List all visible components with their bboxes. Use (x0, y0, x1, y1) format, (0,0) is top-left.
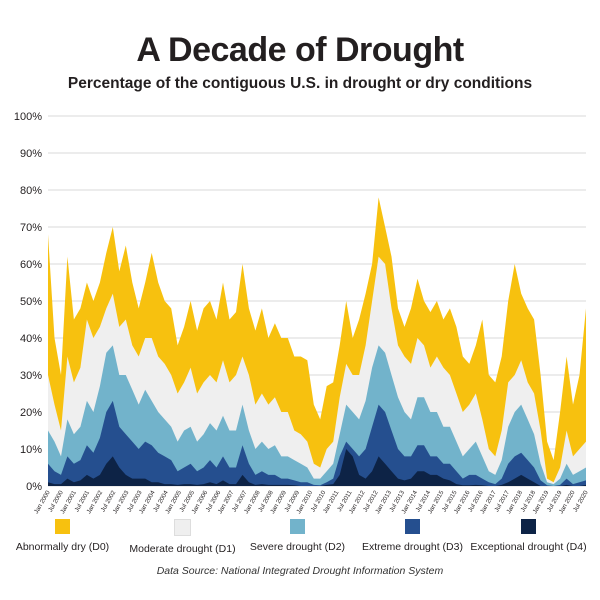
legend-item-d0: Abnormally dry (D0) (0, 519, 125, 553)
y-tick-label: 100% (14, 111, 42, 123)
y-tick-label: 40% (20, 333, 42, 345)
legend-item-d3: Extreme drought (D3) (350, 519, 475, 553)
legend-label-d3: Extreme drought (D3) (362, 541, 463, 553)
chart-subtitle: Percentage of the contiguous U.S. in dro… (67, 75, 533, 92)
y-tick-label: 50% (20, 296, 42, 308)
y-tick-label: 20% (20, 407, 42, 419)
y-tick-label: 90% (20, 148, 42, 160)
y-tick-label: 0% (26, 481, 42, 493)
area-layers (48, 197, 586, 486)
legend-label-d2: Severe drought (D2) (249, 541, 346, 553)
chart-title: A Decade of Drought (136, 31, 464, 69)
legend-label-d4: Exceptional drought (D4) (470, 541, 587, 553)
legend-item-d2: Severe drought (D2) (235, 519, 360, 553)
legend: Abnormally dry (D0) Moderate drought (D1… (0, 519, 600, 559)
legend-label-d1: Moderate drought (D1) (129, 543, 236, 555)
legend-item-d1: Moderate drought (D1) (120, 519, 245, 555)
y-tick-label: 60% (20, 259, 42, 271)
legend-swatch-d3 (405, 519, 420, 534)
legend-swatch-d1 (174, 519, 191, 536)
legend-label-d0: Abnormally dry (D0) (15, 541, 110, 553)
legend-swatch-d2 (290, 519, 305, 534)
legend-item-d4: Exceptional drought (D4) (466, 519, 591, 553)
area-series-severe-drought-d2 (48, 345, 586, 486)
legend-swatch-d0 (55, 519, 70, 534)
y-tick-label: 10% (20, 444, 42, 456)
area-series-moderate-drought-d1 (48, 256, 586, 486)
y-tick-label: 30% (20, 370, 42, 382)
legend-swatch-d4 (521, 519, 536, 534)
y-tick-label: 70% (20, 222, 42, 234)
data-source-note: Data Source: National Integrated Drought… (156, 565, 444, 577)
area-series-exceptional-drought-d4 (48, 449, 586, 486)
y-tick-label: 80% (20, 185, 42, 197)
y-axis: 0% 10% 20% 30% 40% 50% 60% 70% 80% 90% 100% (14, 111, 42, 493)
